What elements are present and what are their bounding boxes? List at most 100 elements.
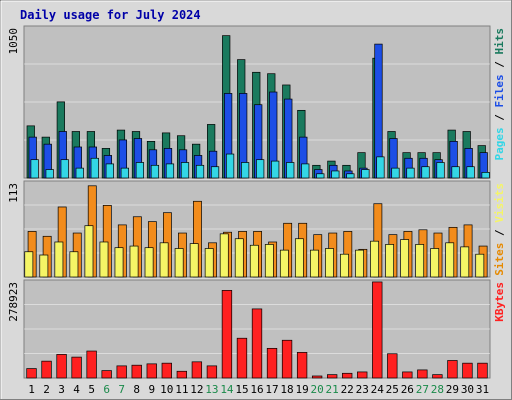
- panel-hits: 1050 Pages / Files / Hits: [7, 25, 506, 179]
- x-tick-label-day-8: 8: [133, 383, 140, 396]
- x-tick-label-day-15: 15: [235, 383, 248, 396]
- hits-bar-pages-day-12: [195, 164, 205, 179]
- visits-bar-sites-day-30: [460, 246, 470, 278]
- x-tick-label-day-10: 10: [160, 383, 173, 396]
- kbytes-bar-kbytes-day-27: [417, 369, 428, 379]
- kbytes-bar-kbytes-day-15: [236, 337, 248, 379]
- kbytes-bar-kbytes-day-1: [26, 368, 37, 379]
- kbytes-bar-kbytes-day-22: [342, 372, 353, 379]
- kbytes-bar-kbytes-day-23: [357, 371, 368, 379]
- hits-legend-entry: /: [493, 108, 506, 128]
- kbytes-bar-kbytes-day-16: [251, 308, 263, 379]
- hits-bar-pages-day-1: [30, 159, 39, 179]
- visits-bar-sites-day-8: [129, 245, 139, 278]
- hits-bar-pages-day-31: [481, 172, 490, 179]
- visits-bar-sites-day-31: [475, 253, 485, 278]
- hits-y-max-label: 1050: [7, 28, 20, 55]
- x-tick-label-day-21: 21: [326, 383, 339, 396]
- kbytes-bar-kbytes-day-29: [447, 360, 458, 379]
- kbytes-bar-kbytes-day-8: [131, 364, 142, 379]
- kbytes-bar-kbytes-day-2: [41, 360, 52, 379]
- hits-bar-pages-day-7: [120, 167, 129, 179]
- kbytes-y-max-label: 278923: [7, 282, 20, 322]
- kbytes-bar-kbytes-day-12: [191, 361, 203, 379]
- x-tick-label-day-30: 30: [461, 383, 474, 396]
- visits-bar-sites-day-11: [174, 248, 184, 278]
- kbytes-bar-kbytes-day-20: [311, 375, 323, 379]
- kbytes-bar-kbytes-day-10: [161, 362, 172, 379]
- visits-bar-sites-day-26: [400, 239, 410, 278]
- x-tick-label-day-24: 24: [371, 383, 385, 396]
- hits-bar-pages-day-26: [406, 167, 415, 179]
- x-axis-tick-labels: 1 2 3 4 5 6 7 8 9 10 11 12 13 14 15 16 17 18 19 20 21 22 23 24 2…: [28, 383, 489, 396]
- x-tick-label-day-5: 5: [88, 383, 95, 396]
- visits-bar-sites-day-19: [294, 238, 304, 278]
- x-tick-label-day-25: 25: [386, 383, 399, 396]
- x-tick-label-day-12: 12: [190, 383, 203, 396]
- hits-bar-pages-day-13: [210, 166, 220, 179]
- kbytes-bar-kbytes-day-5: [86, 350, 97, 379]
- kbytes-legend: KBytes: [493, 282, 506, 322]
- visits-bar-sites-day-24: [370, 240, 379, 278]
- hits-bar-pages-day-9: [150, 164, 160, 179]
- kbytes-bar-kbytes-day-4: [71, 356, 82, 379]
- visits-bar-sites-day-27: [415, 244, 425, 278]
- visits-bar-sites-day-28: [430, 248, 440, 278]
- visits-bar-sites-day-7: [114, 247, 124, 278]
- x-tick-label-day-11: 11: [175, 383, 188, 396]
- hits-legend-entry: Pages: [493, 127, 506, 160]
- x-tick-label-day-18: 18: [280, 383, 293, 396]
- hits-bar-pages-day-17: [271, 160, 280, 179]
- kbytes-bar-kbytes-day-17: [266, 347, 278, 379]
- visits-bar-sites-day-14: [219, 233, 229, 278]
- hits-bar-pages-day-10: [165, 163, 175, 179]
- x-tick-label-day-31: 31: [476, 383, 489, 396]
- visits-legend: Sites / Visits: [493, 183, 506, 276]
- kbytes-bar-kbytes-day-11: [176, 370, 187, 379]
- visits-bar-sites-day-20: [310, 249, 319, 278]
- x-tick-label-day-27: 27: [416, 383, 429, 396]
- x-tick-label-day-14: 14: [220, 383, 234, 396]
- hits-bar-pages-day-5: [90, 157, 99, 179]
- visits-bar-sites-day-2: [39, 254, 49, 278]
- visits-bar-sites-day-1: [24, 251, 34, 278]
- x-tick-label-day-17: 17: [265, 383, 278, 396]
- panel-kbytes: 278923 KBytes: [7, 279, 506, 379]
- x-tick-label-day-19: 19: [295, 383, 308, 396]
- hits-bar-pages-day-18: [286, 162, 295, 179]
- kbytes-bar-kbytes-day-25: [387, 353, 398, 379]
- visits-bar-sites-day-15: [234, 238, 244, 278]
- x-tick-label-day-20: 20: [311, 383, 324, 396]
- x-tick-label-day-3: 3: [58, 383, 65, 396]
- hits-bar-pages-day-16: [256, 159, 265, 179]
- kbytes-legend-entry: KBytes: [493, 282, 506, 322]
- hits-bar-pages-day-30: [466, 166, 475, 179]
- visits-bar-sites-day-16: [249, 244, 259, 278]
- hits-bar-pages-day-2: [45, 169, 54, 179]
- visits-bar-sites-day-22: [340, 253, 349, 278]
- visits-bar-sites-day-3: [54, 241, 64, 278]
- hits-legend-entry: Files: [493, 74, 506, 107]
- hits-legend-entry: Hits: [493, 28, 506, 55]
- kbytes-bar-kbytes-day-7: [116, 365, 127, 379]
- kbytes-bar-kbytes-day-31: [477, 362, 488, 379]
- visits-bar-sites-day-9: [144, 247, 154, 278]
- visits-bar-sites-day-13: [204, 248, 214, 278]
- x-tick-label-day-22: 22: [341, 383, 354, 396]
- hits-bar-pages-day-29: [451, 166, 460, 179]
- hits-bar-pages-day-22: [346, 173, 355, 179]
- x-tick-label-day-16: 16: [250, 383, 263, 396]
- visits-bar-sites-day-4: [69, 251, 79, 278]
- kbytes-bar-kbytes-day-13: [206, 365, 218, 379]
- visits-bar-sites-day-10: [159, 242, 169, 278]
- panel-visits: 113 Sites / Visits: [7, 180, 506, 278]
- hits-bar-pages-day-27: [421, 166, 430, 179]
- hits-bar-pages-day-3: [60, 159, 69, 179]
- x-tick-label-day-7: 7: [118, 383, 125, 396]
- visits-bar-sites-day-12: [189, 243, 199, 278]
- visits-legend-entry: Sites: [493, 243, 506, 276]
- hits-bar-pages-day-15: [241, 162, 250, 179]
- hits-bar-pages-day-24: [376, 156, 385, 179]
- kbytes-bar-kbytes-day-6: [101, 370, 112, 379]
